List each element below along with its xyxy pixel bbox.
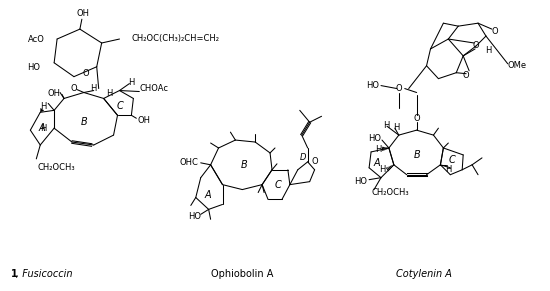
Text: A: A: [373, 158, 381, 168]
Text: 1: 1: [10, 269, 17, 279]
Text: OH: OH: [76, 9, 89, 18]
Text: O: O: [70, 84, 77, 93]
Text: H: H: [379, 165, 386, 174]
Text: O: O: [463, 71, 470, 80]
Text: H: H: [106, 89, 113, 98]
Text: H: H: [128, 78, 135, 87]
Text: H: H: [91, 84, 97, 93]
Text: H: H: [376, 146, 382, 155]
Text: D: D: [300, 153, 306, 162]
Text: O: O: [492, 26, 498, 36]
Text: H: H: [40, 124, 46, 133]
Text: HO: HO: [28, 63, 40, 72]
Text: Cotylenin A: Cotylenin A: [395, 269, 452, 279]
Polygon shape: [40, 108, 44, 112]
Text: CH₂OCH₃: CH₂OCH₃: [371, 188, 409, 197]
Text: OH: OH: [47, 89, 60, 98]
Text: O: O: [311, 157, 318, 166]
Text: H: H: [383, 121, 389, 130]
Text: B: B: [413, 150, 420, 160]
Text: HO: HO: [188, 212, 201, 221]
Text: C: C: [449, 155, 455, 165]
Text: CH₂OC(CH₃)₂CH=CH₂: CH₂OC(CH₃)₂CH=CH₂: [132, 33, 220, 42]
Text: CHOAc: CHOAc: [139, 84, 168, 93]
Text: Ophiobolin A: Ophiobolin A: [211, 269, 273, 279]
Text: OH: OH: [138, 116, 150, 125]
Text: HO: HO: [366, 81, 379, 90]
Text: B: B: [241, 160, 248, 170]
Text: A: A: [205, 189, 211, 200]
Text: HO: HO: [354, 177, 367, 186]
Text: OMe: OMe: [508, 61, 527, 70]
Text: H: H: [393, 123, 399, 132]
Text: C: C: [116, 101, 123, 111]
Text: CH₂OCH₃: CH₂OCH₃: [37, 163, 75, 172]
Text: AcO: AcO: [29, 35, 45, 44]
Text: A: A: [39, 123, 46, 133]
Text: OHC: OHC: [180, 158, 199, 167]
Text: O: O: [473, 41, 480, 50]
Text: , Fusicoccin: , Fusicoccin: [16, 269, 73, 279]
Text: HO: HO: [368, 134, 381, 143]
Text: H: H: [40, 102, 46, 111]
Text: C: C: [274, 180, 282, 190]
Text: O: O: [82, 69, 89, 78]
Text: B: B: [80, 117, 87, 127]
Text: H: H: [485, 46, 491, 55]
Text: H: H: [445, 165, 452, 174]
Text: O: O: [413, 114, 420, 123]
Text: O: O: [395, 84, 402, 93]
